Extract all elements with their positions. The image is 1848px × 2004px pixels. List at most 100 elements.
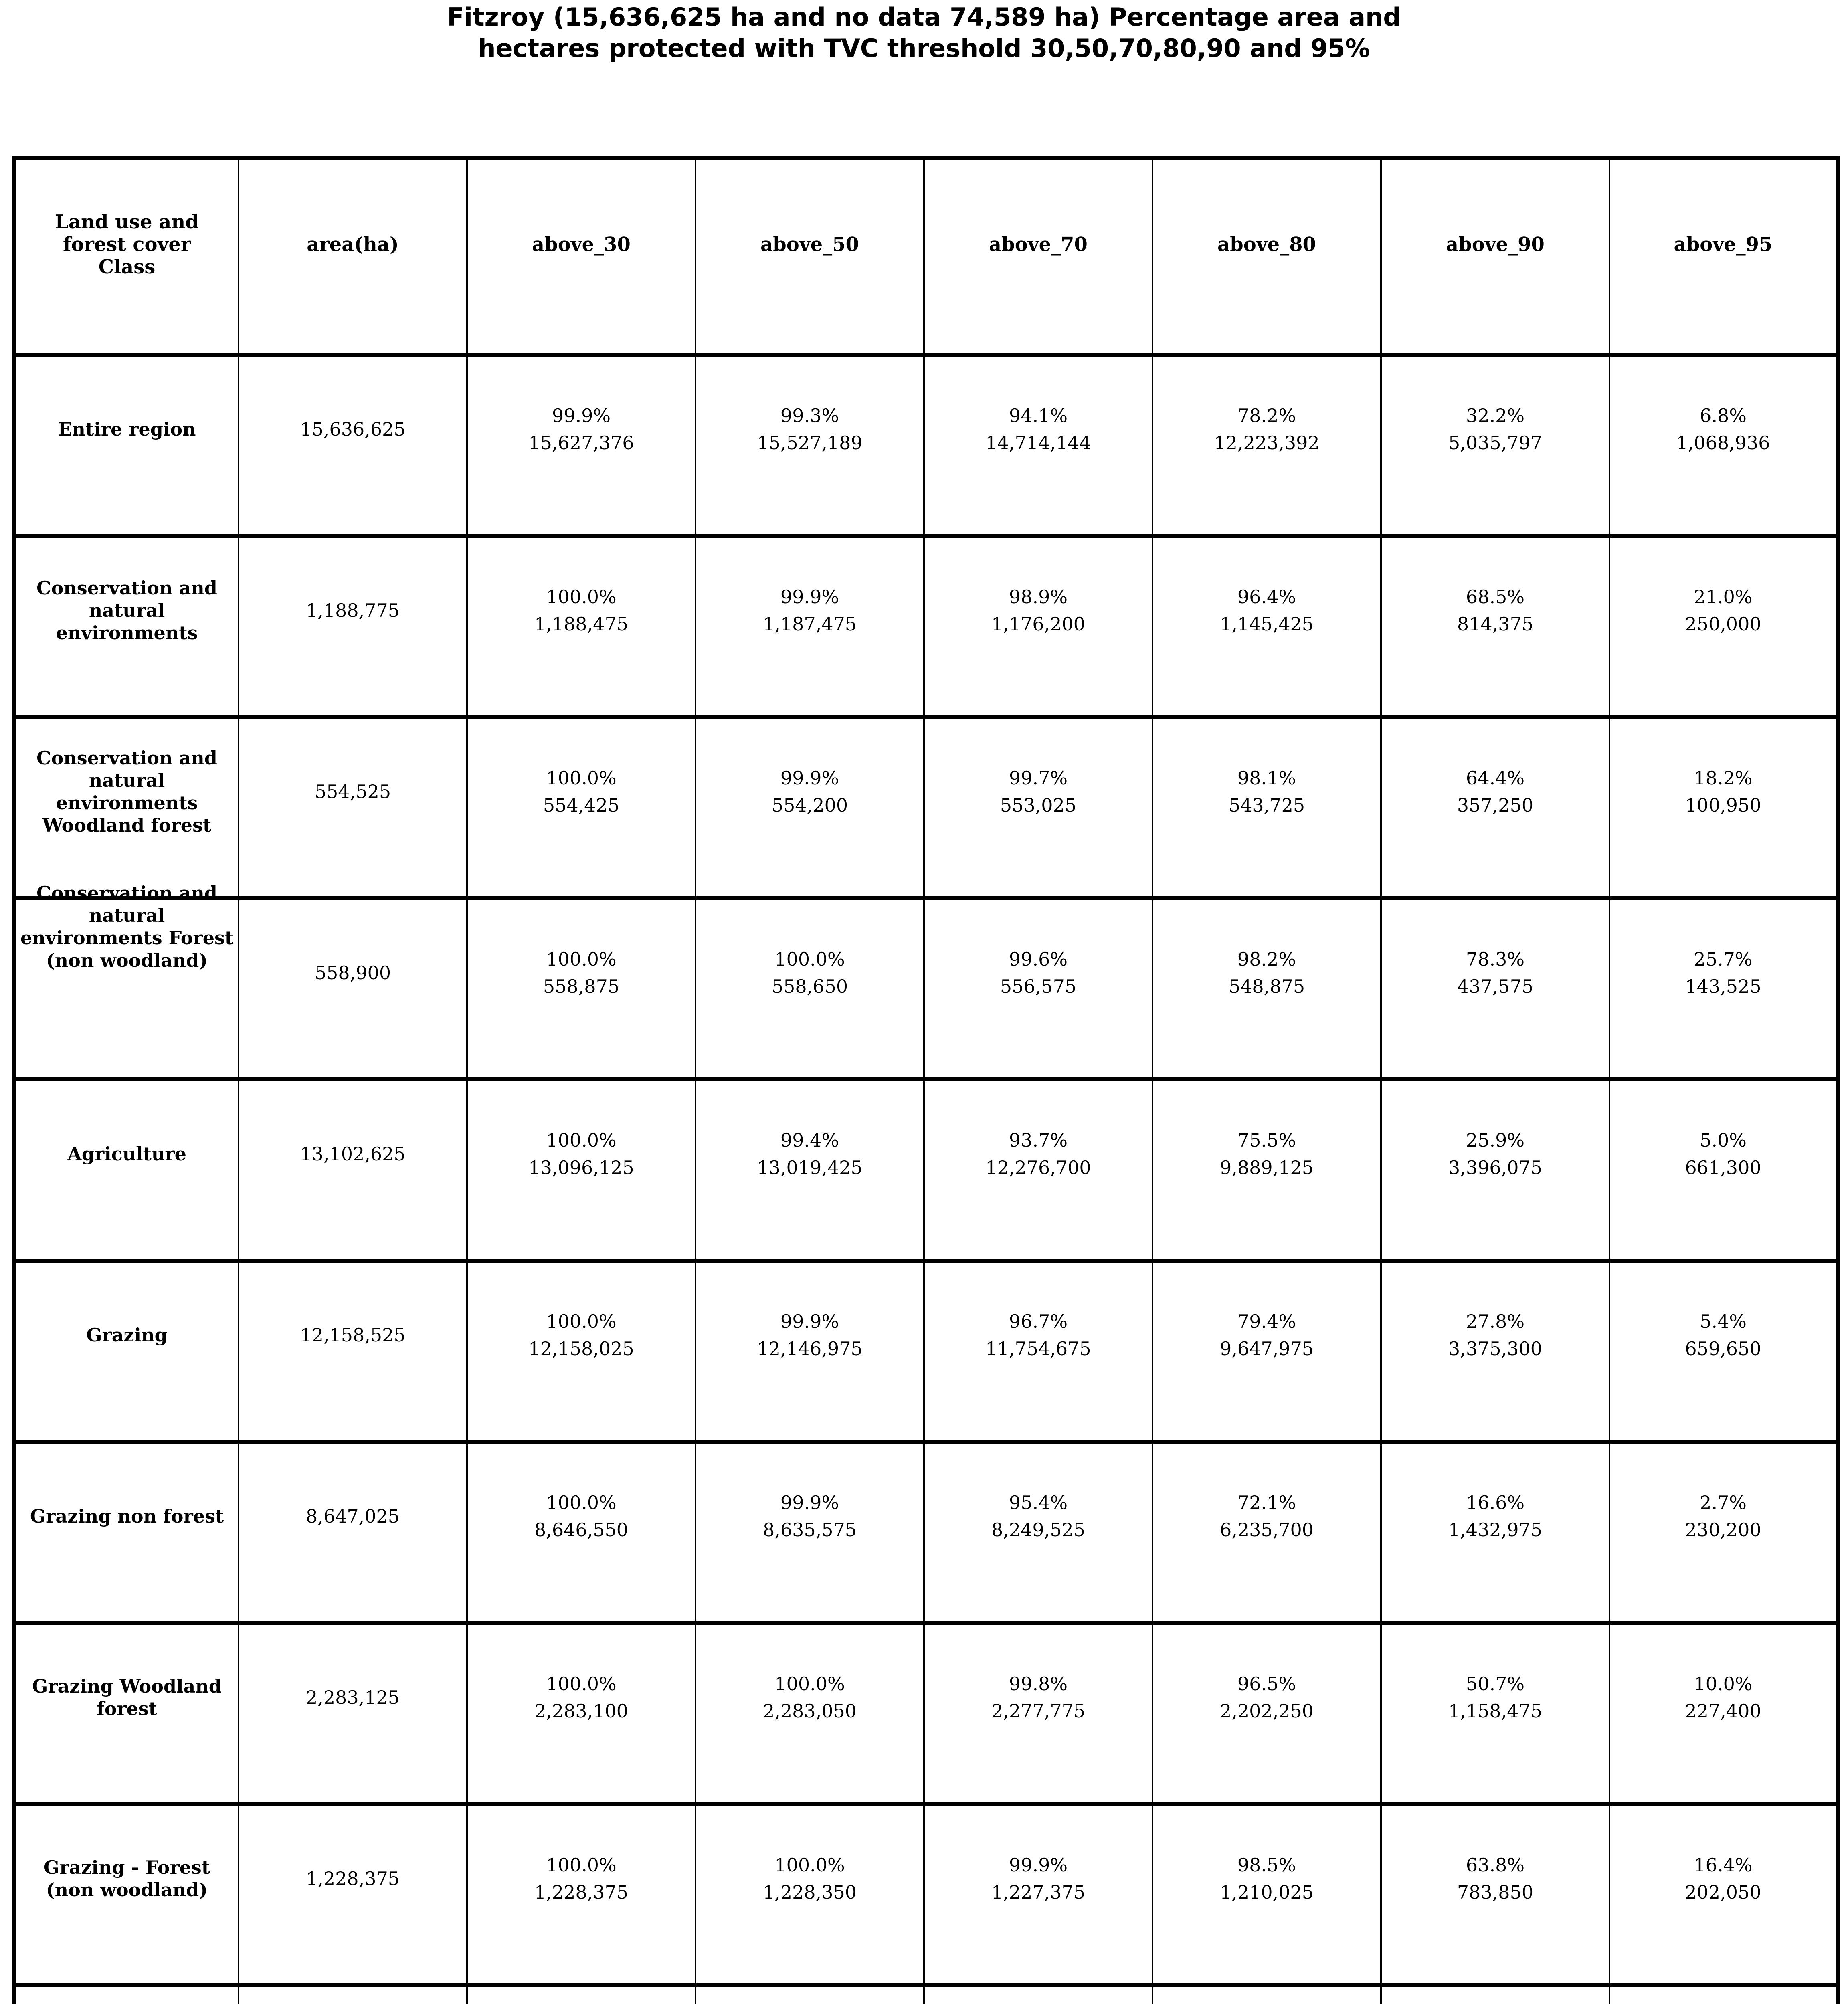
table-row: Grazing - Forest (non woodland) 1,228,37… [14, 1802, 1838, 1985]
hectares-value: 15,627,376 [528, 432, 634, 454]
value-cell: 5.4% 659,650 [1609, 1259, 1838, 1442]
hectares-value: 250,000 [1685, 613, 1761, 635]
value-cell: 94.1% 14,714,144 [923, 353, 1152, 536]
hectares-value: 558,650 [771, 976, 848, 997]
area-cell: 812,825 [238, 1983, 467, 2004]
percent-value: 100.0% [774, 948, 845, 970]
percent-value: 75.5% [1237, 1129, 1296, 1151]
value-cell: 100.0% 558,650 [695, 896, 924, 1079]
value-cell: 100.0% 8,646,550 [466, 1440, 696, 1623]
area-cell: 8,647,025 [238, 1440, 467, 1623]
percent-value: 100.0% [774, 1673, 845, 1695]
hectares-value: 227,400 [1685, 1700, 1761, 1722]
hectares-value: 12,158,025 [528, 1338, 634, 1360]
hectares-value: 659,650 [1685, 1338, 1761, 1360]
percent-value: 25.9% [1466, 1129, 1525, 1151]
table-body: Entire region 15,636,625 99.9% 15,627,376… [14, 353, 1838, 2004]
class-cell: Conservation and natural environments [14, 534, 239, 717]
percent-value: 16.4% [1694, 1854, 1753, 1876]
percent-value: 99.8% [1009, 1673, 1068, 1695]
header-above-90: above_90 [1380, 156, 1609, 355]
row-area-value: 558,900 [314, 962, 391, 984]
hectares-value: 230,200 [1685, 1519, 1761, 1541]
value-cell: 21.0% 250,000 [1609, 534, 1838, 717]
value-cell: 95.4% 8,249,525 [923, 1440, 1152, 1623]
value-cell: 78.2% 12,223,392 [1152, 353, 1381, 536]
hectares-value: 1,228,375 [534, 1881, 629, 1903]
value-cell: 99.4%808,175 [466, 1983, 696, 2004]
percent-value: 100.0% [546, 1311, 617, 1332]
percent-value: 99.7% [1009, 767, 1068, 789]
hectares-value: 1,158,475 [1448, 1700, 1543, 1722]
class-cell: Conservation and natural environments Fo… [14, 882, 239, 1079]
row-label: Conservation and natural environments Fo… [20, 882, 234, 971]
row-label: Grazing [86, 1324, 168, 1346]
hectares-value: 3,375,300 [1448, 1338, 1543, 1360]
value-cell: 25.9%210,675 [1152, 1983, 1381, 2004]
hectares-value: 202,050 [1685, 1881, 1761, 1903]
hectares-value: 8,646,550 [534, 1519, 629, 1541]
hectares-value: 8,635,575 [762, 1519, 857, 1541]
hectares-value: 9,889,125 [1219, 1157, 1314, 1178]
hectares-value: 1,145,425 [1219, 613, 1314, 635]
page-title-line1: Fitzroy (15,636,625 ha and no data 74,58… [447, 2, 1401, 32]
value-cell: 99.9% 1,227,375 [923, 1802, 1152, 1985]
row-label: Grazing - Forest (non woodland) [43, 1857, 210, 1901]
row-area-value: 15,636,625 [300, 418, 406, 440]
value-cell: 96.7% 11,754,675 [923, 1259, 1152, 1442]
row-label: Entire region [58, 418, 196, 440]
value-cell: 99.9% 8,635,575 [695, 1440, 924, 1623]
value-cell: 50.7% 1,158,475 [1380, 1621, 1609, 1804]
percent-value: 78.3% [1466, 948, 1525, 970]
hectares-value: 2,283,100 [534, 1700, 629, 1722]
percent-value: 99.9% [780, 767, 839, 789]
hectares-value: 2,277,775 [991, 1700, 1086, 1722]
percent-value: 99.9% [780, 586, 839, 608]
percent-value: 98.1% [1237, 767, 1296, 789]
class-cell: Grazing Woodland forest [14, 1621, 239, 1804]
table-row: Grazing Woodland forest 2,283,125 100.0%… [14, 1621, 1838, 1804]
value-cell: 99.7% 553,025 [923, 715, 1152, 898]
value-cell: 100.0% 1,228,375 [466, 1802, 696, 1985]
percent-value: 100.0% [546, 1129, 617, 1151]
percent-value: 72.1% [1237, 1492, 1296, 1513]
hectares-value: 13,019,425 [757, 1157, 863, 1178]
value-cell: 93.7% 12,276,700 [923, 1077, 1152, 1261]
value-cell: 75.5% 9,889,125 [1152, 1077, 1381, 1261]
percent-value: 100.0% [546, 1492, 617, 1513]
percent-value: 25.7% [1694, 948, 1753, 970]
row-label: Conservation and natural environments Wo… [36, 747, 217, 836]
hectares-value: 100,950 [1685, 794, 1761, 816]
value-cell: 25.9% 3,396,075 [1380, 1077, 1609, 1261]
area-cell: 13,102,625 [238, 1077, 467, 1261]
value-cell: 25.7% 143,525 [1609, 896, 1838, 1079]
value-cell: 18.2% 100,950 [1609, 715, 1838, 898]
value-cell: 79.4% 9,647,975 [1152, 1259, 1381, 1442]
hectares-value: 15,527,189 [757, 432, 863, 454]
page-title-line2: hectares protected with TVC threshold 30… [478, 34, 1370, 63]
row-label: Agriculture [67, 1143, 186, 1165]
percent-value: 99.3% [780, 405, 839, 426]
percent-value: 78.2% [1237, 405, 1296, 426]
value-cell: 99.9% 554,200 [695, 715, 924, 898]
percent-value: 100.0% [546, 948, 617, 970]
value-cell: 16.4% 202,050 [1609, 1802, 1838, 1985]
table-row: Conservation and natural environments Fo… [14, 882, 1838, 1079]
hectares-value: 814,375 [1457, 613, 1534, 635]
hectares-value: 556,575 [1000, 976, 1077, 997]
hectares-value: 1,068,936 [1676, 432, 1770, 454]
landuse-protection-table: Land use and forest cover Class area(ha)… [12, 156, 1840, 2004]
value-cell: 99.6% 556,575 [923, 896, 1152, 1079]
row-area-value: 1,188,775 [305, 600, 400, 621]
table-row: Grazing non forest 8,647,025 100.0% 8,646… [14, 1440, 1838, 1623]
header-above-95: above_95 [1609, 156, 1838, 355]
value-cell: 100.0% 2,283,050 [695, 1621, 924, 1804]
hectares-value: 6,235,700 [1219, 1519, 1314, 1541]
row-area-value: 554,525 [314, 781, 391, 802]
value-cell: 6.8% 1,068,936 [1609, 353, 1838, 536]
header-above-50: above_50 [695, 156, 924, 355]
value-cell: 78.3% 437,575 [1380, 896, 1609, 1079]
percent-value: 100.0% [774, 1854, 845, 1876]
hectares-value: 554,200 [771, 794, 848, 816]
percent-value: 79.4% [1237, 1311, 1296, 1332]
